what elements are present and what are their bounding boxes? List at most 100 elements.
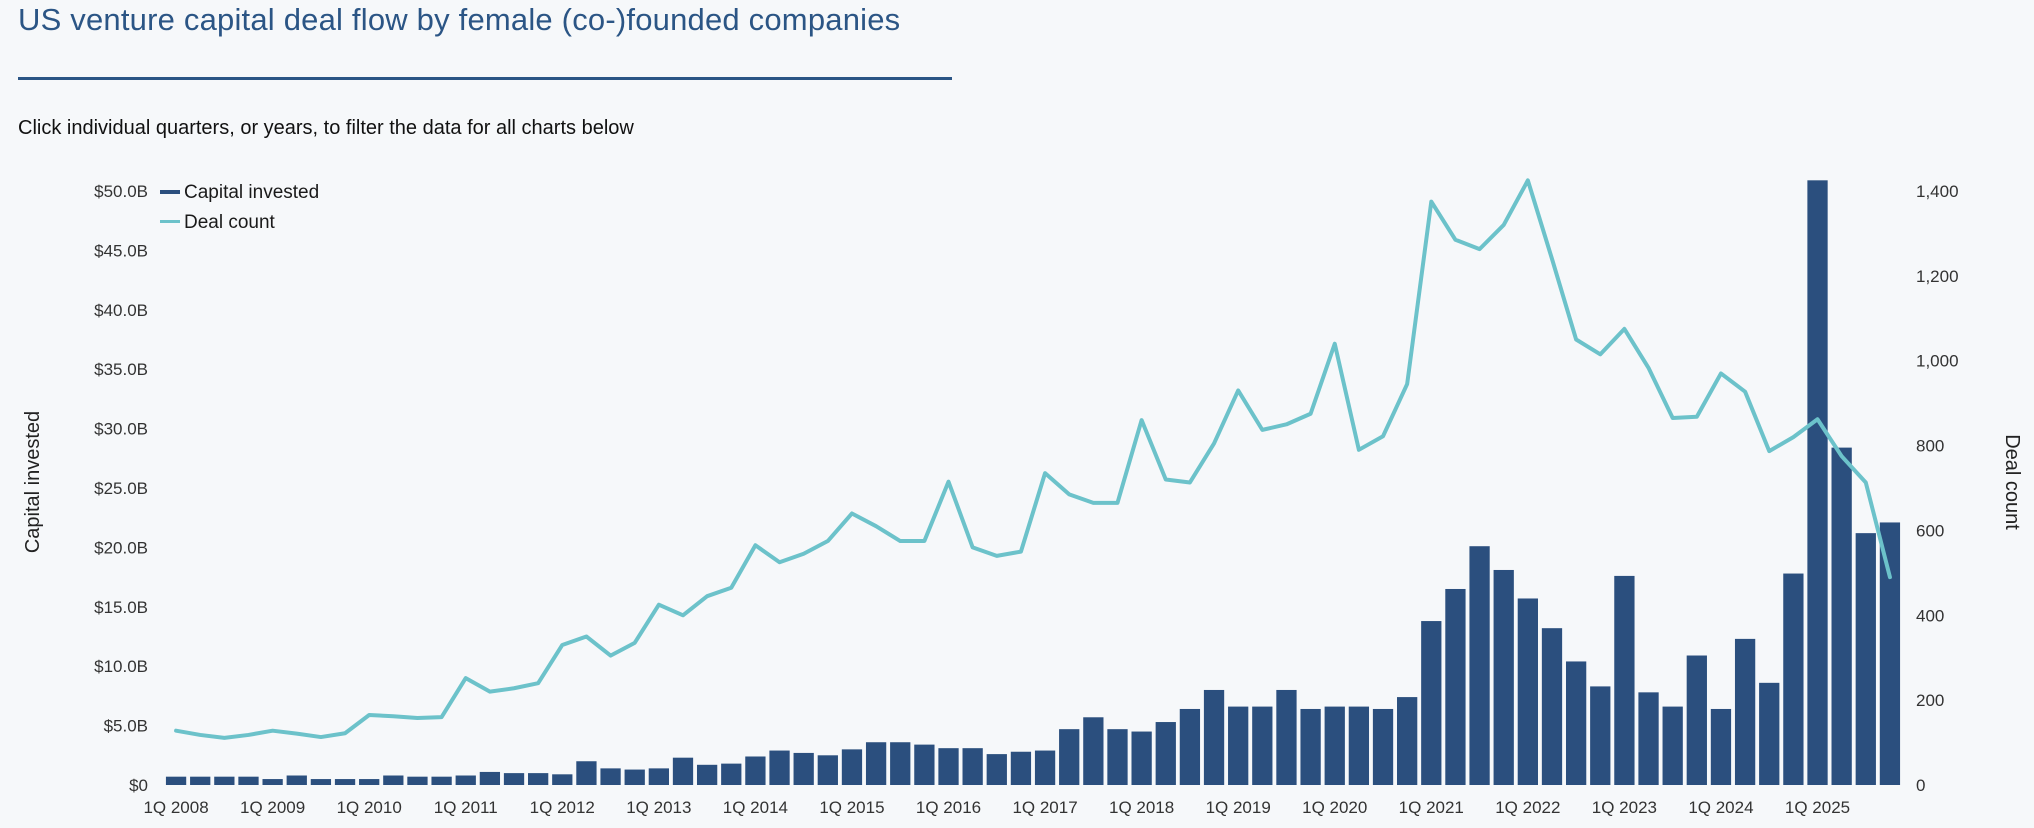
- x-tick-label: 1Q 2010: [337, 798, 402, 817]
- capital-bar: [600, 768, 621, 785]
- left-tick-label: $25.0B: [94, 479, 148, 498]
- capital-bar: [696, 764, 718, 785]
- capital-bars: [165, 180, 1901, 785]
- x-tick-label: 1Q 2019: [1206, 798, 1271, 817]
- left-tick-label: $0: [129, 776, 148, 795]
- capital-bar: [1590, 686, 1611, 785]
- capital-bar: [624, 769, 645, 785]
- right-tick-label: 400: [1916, 606, 1944, 625]
- x-tick-label: 1Q 2023: [1592, 798, 1657, 817]
- capital-bar: [1855, 533, 1876, 785]
- legend-swatch-deals: [160, 220, 180, 223]
- left-axis-title: Capital invested: [22, 411, 44, 553]
- legend-label-capital: Capital invested: [184, 182, 319, 203]
- x-tick-label: 1Q 2025: [1785, 798, 1850, 817]
- capital-bar: [1734, 638, 1756, 785]
- capital-bar: [1059, 729, 1080, 785]
- capital-bar: [648, 768, 669, 785]
- right-tick-label: 600: [1916, 521, 1944, 540]
- capital-bar: [576, 761, 597, 785]
- capital-bar: [455, 775, 476, 785]
- x-tick-label: 1Q 2011: [434, 798, 498, 817]
- right-tick-label: 1,200: [1916, 267, 1959, 286]
- x-tick-label: 1Q 2020: [1302, 798, 1367, 817]
- capital-bar: [1348, 706, 1370, 785]
- legend-label-deals: Deal count: [184, 212, 276, 233]
- deal-count-line: [174, 178, 1892, 740]
- capital-bar: [865, 742, 887, 785]
- capital-bar: [383, 775, 404, 785]
- capital-bar: [238, 776, 259, 785]
- left-tick-label: $50.0B: [94, 182, 148, 201]
- x-tick-label: 1Q 2021: [1399, 798, 1464, 817]
- capital-bar: [1759, 682, 1780, 785]
- left-tick-label: $40.0B: [94, 301, 148, 320]
- capital-bar: [214, 776, 235, 785]
- capital-bar: [672, 757, 694, 785]
- x-tick-label: 1Q 2022: [1495, 798, 1560, 817]
- capital-bar: [1686, 655, 1707, 785]
- chart-legend: Capital invested Deal count: [160, 182, 319, 233]
- title-divider: [18, 77, 952, 80]
- capital-bar: [503, 773, 525, 785]
- capital-bar: [841, 749, 863, 785]
- x-tick-label: 1Q 2017: [1012, 798, 1077, 817]
- capital-bar: [1879, 522, 1901, 785]
- left-tick-label: $5.0B: [104, 717, 148, 736]
- right-axis-ticks: 0 200 400 600 800 1,000 1,200 1,400: [1916, 182, 1959, 795]
- left-tick-label: $15.0B: [94, 598, 148, 617]
- capital-bar: [962, 748, 983, 785]
- capital-bar: [479, 771, 501, 785]
- capital-bar: [721, 763, 742, 785]
- right-tick-label: 1,400: [1916, 182, 1959, 201]
- capital-bar: [310, 779, 332, 785]
- capital-bar: [1783, 573, 1804, 785]
- capital-bar: [407, 776, 428, 785]
- x-tick-label: 1Q 2009: [240, 798, 305, 817]
- capital-bar: [769, 750, 790, 785]
- capital-bar: [1324, 706, 1345, 785]
- capital-bar: [1203, 689, 1225, 785]
- left-tick-label: $20.0B: [94, 538, 148, 557]
- capital-bar: [1300, 708, 1321, 785]
- capital-bar: [1131, 731, 1152, 785]
- capital-bar: [1710, 708, 1732, 785]
- capital-bar: [1421, 621, 1442, 785]
- capital-bar: [890, 742, 911, 785]
- capital-bar: [286, 775, 307, 785]
- x-tick-label: 1Q 2018: [1109, 798, 1174, 817]
- capital-bar: [1083, 717, 1104, 785]
- capital-bar: [1107, 729, 1128, 785]
- legend-swatch-capital: [160, 190, 180, 194]
- x-axis-ticks: 1Q 2008 1Q 2009 1Q 2010 1Q 2011 1Q 2012 1Q 20…: [143, 798, 1850, 817]
- capital-bar: [817, 755, 838, 785]
- left-axis-ticks: $0 $5.0B $10.0B $15.0B $20.0B $25.0B $30.0B $35…: [94, 182, 148, 795]
- x-tick-label: 1Q 2015: [819, 798, 884, 817]
- capital-bar: [528, 773, 549, 785]
- capital-bar: [1179, 708, 1201, 785]
- capital-bar: [1397, 697, 1418, 785]
- x-tick-label: 1Q 2008: [143, 798, 208, 817]
- capital-bar: [334, 779, 356, 785]
- capital-bar: [359, 779, 380, 785]
- capital-bar: [1228, 706, 1249, 785]
- left-tick-label: $45.0B: [94, 241, 148, 260]
- capital-bar: [914, 744, 935, 785]
- capital-bar: [1662, 706, 1683, 785]
- capital-bar: [745, 756, 766, 785]
- capital-bar: [1541, 628, 1563, 785]
- filter-instruction: Click individual quarters, or years, to …: [18, 117, 634, 139]
- capital-bar: [1276, 689, 1297, 785]
- x-tick-label: 1Q 2013: [626, 798, 691, 817]
- right-axis-title: Deal count: [2001, 434, 2023, 530]
- left-tick-label: $35.0B: [94, 360, 148, 379]
- capital-bar: [1614, 575, 1635, 785]
- left-tick-label: $30.0B: [94, 420, 148, 439]
- capital-bar: [1807, 180, 1828, 785]
- capital-bar: [1445, 588, 1466, 785]
- right-tick-label: 0: [1916, 776, 1925, 795]
- capital-bar: [1034, 750, 1056, 785]
- capital-bar: [552, 774, 573, 785]
- right-tick-label: 1,000: [1916, 352, 1959, 371]
